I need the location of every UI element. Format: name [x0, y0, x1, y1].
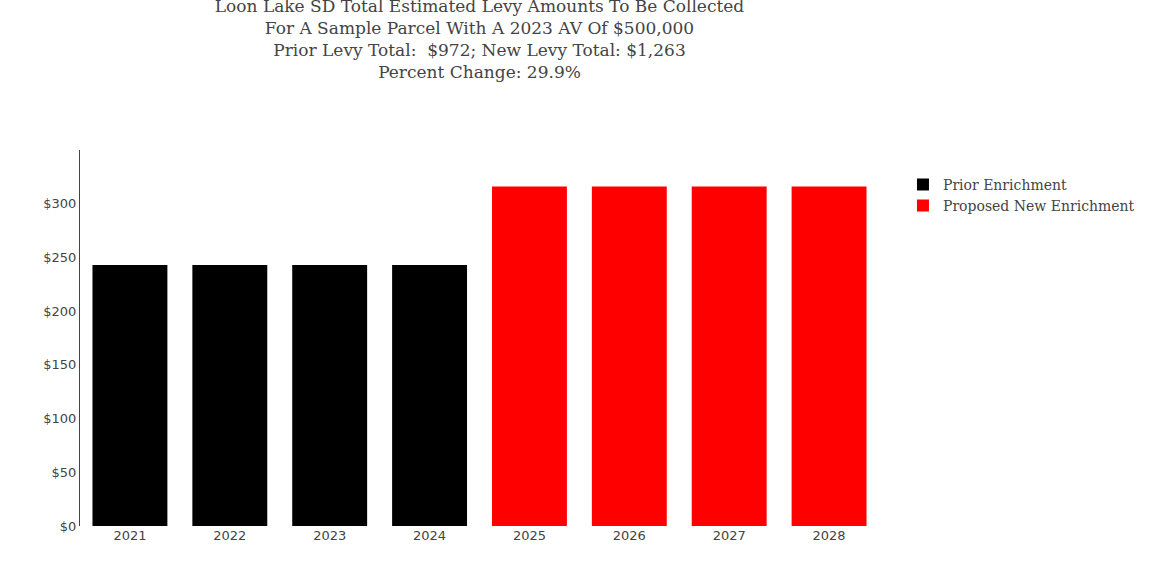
svg-text:2021: 2021 [113, 528, 146, 543]
svg-text:$150: $150 [43, 357, 76, 372]
svg-text:Proposed New Enrichment: Proposed New Enrichment [943, 198, 1135, 214]
svg-text:$100: $100 [43, 411, 76, 426]
svg-text:$0: $0 [60, 519, 77, 534]
svg-text:2022: 2022 [213, 528, 246, 543]
svg-text:Prior Enrichment: Prior Enrichment [943, 177, 1067, 193]
svg-text:2026: 2026 [613, 528, 646, 543]
svg-text:$250: $250 [43, 250, 76, 265]
svg-text:2025: 2025 [513, 528, 546, 543]
svg-text:Loon Lake SD Total Estimated L: Loon Lake SD Total Estimated Levy Amount… [215, 0, 745, 82]
svg-text:2023: 2023 [313, 528, 346, 543]
svg-text:$300: $300 [43, 196, 76, 211]
svg-text:2028: 2028 [813, 528, 846, 543]
svg-text:2024: 2024 [413, 528, 446, 543]
svg-text:$50: $50 [52, 465, 77, 480]
svg-text:2027: 2027 [713, 528, 746, 543]
svg-text:$200: $200 [43, 304, 76, 319]
